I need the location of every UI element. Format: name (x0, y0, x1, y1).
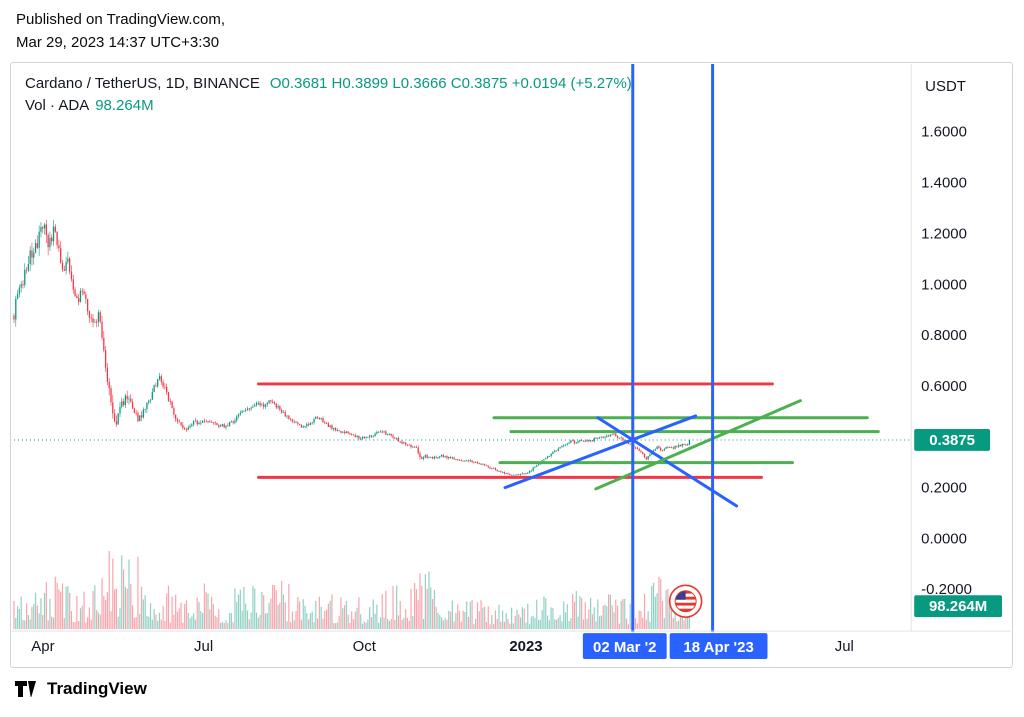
svg-text:1.6000: 1.6000 (921, 124, 967, 141)
publish-source: Published on TradingView.com, (16, 11, 226, 28)
drawings-layer (13, 63, 910, 633)
tradingview-brand[interactable]: TradingView (47, 679, 147, 698)
svg-text:1.2000: 1.2000 (921, 225, 967, 242)
svg-text:0.0000: 0.0000 (921, 530, 967, 547)
svg-text:0.8000: 0.8000 (921, 327, 967, 344)
svg-text:0.6000: 0.6000 (921, 378, 967, 395)
tradingview-logo-icon (15, 681, 36, 697)
chart-panel: USDT 1.6000 1.4000 1.2000 1.0000 0.8000 0.6000… (10, 62, 1013, 668)
svg-text:Oct: Oct (353, 638, 377, 655)
svg-text:Jul: Jul (835, 638, 854, 655)
svg-text:-0.2000: -0.2000 (921, 581, 972, 598)
svg-text:Apr: Apr (31, 638, 54, 655)
svg-text:1.4000: 1.4000 (921, 175, 967, 192)
symbol-title: Cardano / TetherUS, 1D, BINANCE (25, 75, 260, 92)
us-flag-icon (668, 584, 703, 618)
svg-text:18 Apr '23: 18 Apr '23 (683, 639, 753, 656)
chart-legend: Cardano / TetherUS, 1D, BINANCE O0.3681 H… (25, 75, 632, 114)
svg-text:USDT: USDT (925, 78, 966, 95)
candles-layer (13, 219, 691, 476)
publish-timestamp: Mar 29, 2023 14:37 UTC+3:30 (16, 34, 220, 51)
svg-text:2023: 2023 (509, 638, 542, 655)
svg-text:0.2000: 0.2000 (921, 480, 967, 497)
svg-text:1.0000: 1.0000 (921, 276, 967, 293)
svg-text:98.264M: 98.264M (929, 598, 987, 615)
svg-text:02 Mar '2: 02 Mar '2 (593, 639, 656, 656)
footer: TradingView (14, 678, 147, 700)
price-chart-canvas: USDT 1.6000 1.4000 1.2000 1.0000 0.8000 0.6000… (11, 63, 1012, 660)
svg-text:0.3875: 0.3875 (929, 432, 975, 449)
svg-text:Jul: Jul (194, 638, 213, 655)
axis-layer: USDT 1.6000 1.4000 1.2000 1.0000 0.8000 0.6000… (11, 63, 1012, 660)
volume-layer (13, 551, 691, 630)
publish-info: Published on TradingView.com, Mar 29, 20… (16, 8, 225, 54)
volume-value: 98.264M (95, 97, 154, 114)
volume-label: Vol · ADA (25, 97, 90, 114)
ohlc-values: O0.3681 H0.3899 L0.3666 C0.3875 +0.0194 … (269, 75, 632, 92)
